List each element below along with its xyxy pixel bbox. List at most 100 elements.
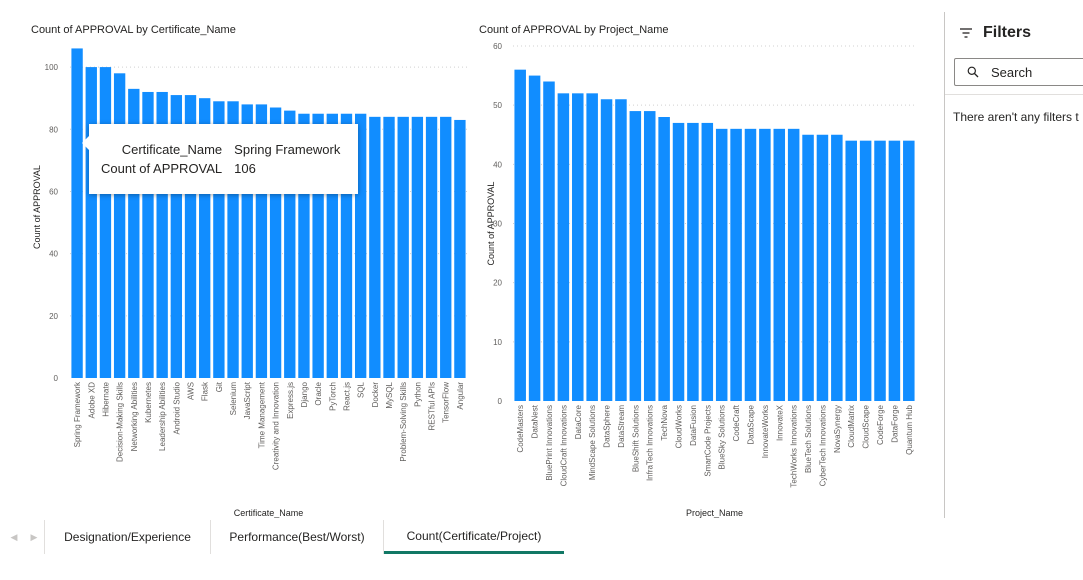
chart1-x-tick-label: Selenium (229, 382, 238, 416)
chart2-bar (687, 122, 699, 402)
chart2-bar (514, 69, 526, 402)
tab-designation-experience[interactable]: Designation/Experience (45, 520, 211, 554)
chart2-bar (831, 134, 843, 401)
chart2-bar (903, 140, 915, 401)
filters-title: Filters (983, 24, 1032, 41)
chart2-bar (543, 81, 555, 401)
chart2-bar (701, 122, 714, 402)
chart2-bar (773, 128, 786, 402)
chart2-bar (658, 117, 670, 401)
filters-divider (945, 94, 1083, 95)
chart1-bar (99, 67, 112, 378)
chart2-x-tick-label: Quantum Hub (905, 404, 914, 454)
chart1-x-tick-label: Time Management (257, 381, 266, 448)
chart2-x-tick-label: BlueTech Solutions (804, 405, 813, 473)
chart1-bar (85, 67, 97, 378)
chart2-bar (845, 140, 857, 401)
chart1-y-tick-label: 20 (49, 312, 58, 321)
search-icon (967, 66, 979, 78)
chart2-x-tick-label: BlueSky Solutions (718, 405, 727, 469)
chart2-x-tick-label: CodeCraft (732, 404, 741, 441)
chart1-bar (199, 98, 211, 378)
chart2-bar (730, 128, 742, 402)
chart2-y-axis-title: Count of APPROVAL (486, 182, 496, 266)
chart2-bar (816, 134, 829, 401)
chart1-x-tick-label: Android Studio (172, 381, 181, 434)
chart1-y-tick-label: 40 (49, 250, 58, 259)
chart2-x-tick-label: InnovateWorks (761, 405, 770, 458)
chart1-x-tick-label: Spring Framework (73, 381, 82, 447)
chart2-y-tick-label: 60 (493, 42, 502, 51)
chart1-bar (440, 116, 452, 378)
chart1-bar (227, 101, 239, 379)
chart2-y-tick-label: 10 (493, 338, 502, 347)
filters-search-box[interactable] (954, 58, 1083, 86)
chart2-title: Count of APPROVAL by Project_Name (479, 24, 669, 36)
chart1-bar (354, 113, 367, 379)
chart1-x-tick-label: Oracle (314, 381, 323, 405)
chart1-bar (454, 119, 466, 378)
chart1-x-tick-label: SQL (357, 381, 366, 398)
chart2-bar (672, 122, 685, 402)
chart2-x-tick-label: InfraTech Innovations (646, 405, 655, 481)
chart1-bar (142, 91, 154, 379)
chart1-bar (255, 104, 268, 379)
chart1-x-axis-title: Certificate_Name (234, 508, 304, 518)
chevron-left-icon[interactable]: ◀ (10, 531, 18, 542)
chart2-x-tick-label: DataForge (890, 404, 899, 442)
chart2-bar (744, 128, 757, 402)
filters-header: Filters (959, 24, 1031, 42)
filters-search-input[interactable] (989, 63, 1083, 81)
chart-tooltip: Certificate_Name Spring Framework Count … (82, 124, 358, 194)
chart2-x-tick-label: BluePrint Innovations (545, 405, 554, 481)
page-tab-bar: ◀ ▶ Designation/Experience Performance(B… (0, 518, 1083, 580)
chart2-x-tick-label: TechWorks Innovations (790, 405, 799, 488)
filters-pane: Filters There aren't any filters t (944, 12, 1083, 518)
chart2-y-tick-label: 40 (493, 160, 502, 169)
chart2-bar (528, 75, 541, 401)
chart1-bar (128, 88, 140, 378)
filter-icon[interactable] (959, 27, 973, 39)
chart2-x-tick-label: DataFusion (689, 405, 698, 446)
chart1-x-tick-label: Django (300, 381, 309, 407)
chart2-y-tick-label: 0 (498, 397, 503, 406)
tab-nav-arrows: ◀ ▶ (4, 520, 45, 554)
chart1-x-tick-label: Problem-Solving Skills (399, 382, 408, 462)
chart2-y-tick-label: 20 (493, 279, 502, 288)
chart1-y-tick-label: 0 (54, 374, 59, 383)
chart1-bar (369, 116, 381, 378)
chart2-y-tick-label: 30 (493, 220, 502, 229)
chart2-x-tick-label: InnovateX (775, 404, 784, 441)
chart1-x-tick-label: TensorFlow (442, 382, 451, 423)
chevron-right-icon[interactable]: ▶ (30, 531, 38, 542)
chart2-x-tick-label: CloudMatrix (847, 405, 856, 448)
chart1-x-tick-label: AWS (187, 382, 196, 400)
chart1-bar (241, 104, 253, 379)
chart1-bar (340, 113, 353, 379)
chart1-bar (113, 73, 126, 379)
tooltip-value-2: 106 (234, 161, 256, 176)
chart2-x-tick-label: CloudWorks (675, 405, 684, 448)
tooltip-key-2: Count of APPROVAL (101, 161, 223, 176)
chart1-bar (213, 101, 225, 379)
chart2-x-tick-label: BlueShift Solutions (631, 405, 640, 472)
tooltip-table: Certificate_Name Spring Framework Count … (101, 142, 340, 180)
chart2-x-tick-label: DataScape (746, 404, 755, 444)
chart1-y-axis-title: Count of APPROVAL (32, 165, 42, 249)
chart2-x-tick-label: CloudCraft Innovations (559, 405, 568, 486)
chart1-x-tick-label: Decision-Making Skills (116, 382, 125, 462)
tab-label: Performance(Best/Worst) (229, 530, 365, 544)
chart1-bar (397, 116, 409, 378)
tab-count-certificate-project[interactable]: Count(Certificate/Project) (384, 520, 564, 554)
chart1-x-tick-label: Git (215, 381, 224, 392)
chart2-x-tick-label: MindScape Solutions (588, 405, 597, 480)
chart1-x-tick-label: JavaScript (243, 381, 252, 419)
chart2-x-tick-label: TechNova (660, 404, 669, 440)
chart1-bar (411, 116, 424, 378)
chart2-x-tick-label: CodeForge (876, 404, 885, 445)
tab-performance[interactable]: Performance(Best/Worst) (211, 520, 384, 554)
chart1-x-tick-label: Hibernate (101, 381, 110, 416)
chart2-bar (859, 140, 872, 401)
chart1-bar (326, 113, 338, 379)
